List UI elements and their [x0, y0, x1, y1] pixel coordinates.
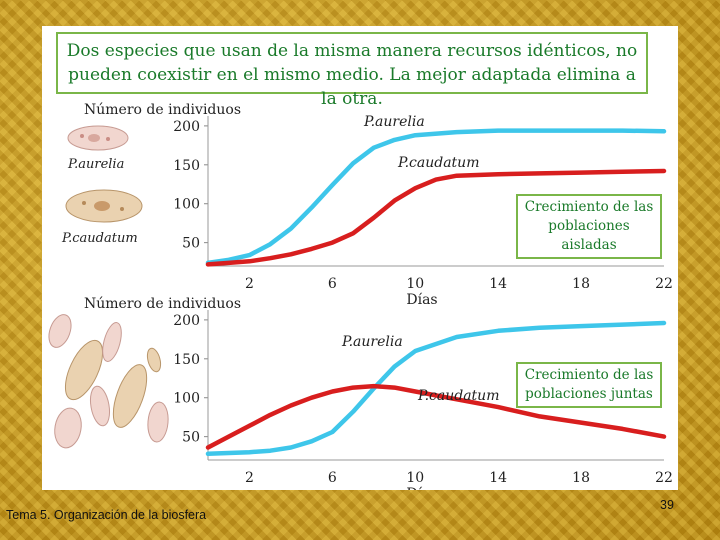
y-tick-label: 50: [182, 236, 200, 252]
series-label: P.aurelia: [363, 114, 425, 130]
chart-isolated: Número de individuos Días 50 100 150 200 2 6 10 1…: [84, 102, 673, 308]
chart-together: Número de individuos Días 50 100 150 200 2 6 10 1…: [84, 296, 673, 490]
y-axis-label: Número de individuos: [84, 296, 241, 312]
caption-together-line-1: Crecimiento de las: [524, 367, 654, 383]
x-tick-label: 22: [655, 470, 673, 486]
x-tick-label: 18: [572, 470, 590, 486]
caption-together: Crecimiento de las poblaciones juntas: [516, 362, 662, 408]
x-tick-label: 22: [655, 276, 673, 292]
slide-content: Dos especies que usan de la misma manera…: [42, 26, 678, 490]
y-tick-label: 150: [173, 352, 200, 368]
x-tick-label: 6: [328, 470, 337, 486]
x-tick-label: 2: [245, 276, 254, 292]
caption-isolated-line-2: poblaciones aisladas: [548, 218, 630, 253]
x-tick-label: 10: [406, 276, 424, 292]
x-axis-label: Días: [406, 292, 437, 308]
x-tick-label: 18: [572, 276, 590, 292]
y-tick-label: 100: [173, 391, 200, 407]
y-tick-label: 100: [173, 197, 200, 213]
caption-isolated-line-1: Crecimiento de las: [524, 199, 654, 215]
y-tick-label: 200: [173, 119, 200, 135]
x-tick-label: 14: [489, 470, 507, 486]
series-label: P.caudatum: [397, 155, 479, 171]
page-number: 39: [660, 498, 674, 512]
y-axis-label: Número de individuos: [84, 102, 241, 118]
x-tick-label: 10: [406, 470, 424, 486]
paramecium-illustrations: [48, 125, 169, 449]
y-tick-label: 50: [182, 430, 200, 446]
y-tick-label: 150: [173, 158, 200, 174]
series-line-p-aurelia: [205, 320, 667, 457]
label-caudatum: P.caudatum: [61, 231, 138, 246]
charts-area: P.aurelia P.caudatum Número de individuo…: [48, 102, 673, 490]
paramecium-caudatum-illustration: [65, 189, 143, 223]
series-line-p-caudatum: [205, 383, 667, 450]
label-aurelia: P.aurelia: [67, 157, 124, 172]
series-label: P.aurelia: [341, 334, 403, 350]
caption-isolated: Crecimiento de las poblaciones aisladas: [516, 194, 662, 259]
x-axis-label: Días: [406, 486, 437, 490]
x-tick-label: 14: [489, 276, 507, 292]
series-label: P.caudatum: [417, 388, 499, 404]
mixed-paramecia-illustration: [48, 314, 169, 449]
y-tick-label: 200: [173, 313, 200, 329]
series-line-p-caudatum: [205, 168, 667, 267]
x-tick-label: 6: [328, 276, 337, 292]
caption-together-line-2: poblaciones juntas: [525, 386, 653, 402]
series-line-p-aurelia: [205, 128, 667, 266]
slide-title: Dos especies que usan de la misma manera…: [66, 41, 638, 109]
footer-text: Tema 5. Organización de la biosfera: [6, 508, 207, 522]
x-tick-label: 2: [245, 470, 254, 486]
paramecium-aurelia-illustration: [67, 125, 129, 151]
title-box: Dos especies que usan de la misma manera…: [56, 32, 648, 109]
